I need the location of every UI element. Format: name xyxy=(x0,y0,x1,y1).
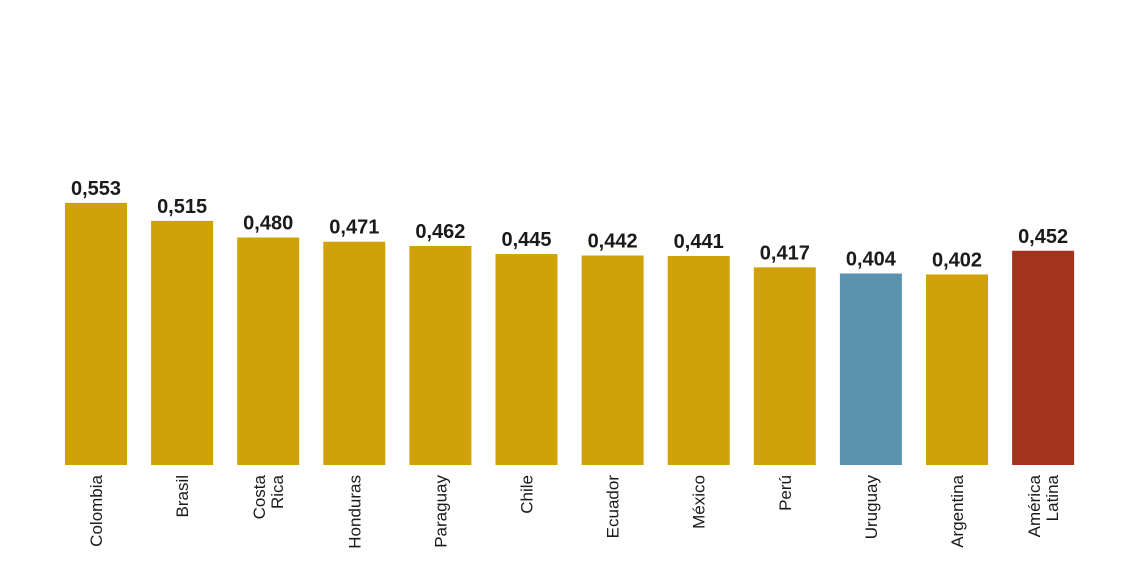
bar xyxy=(323,241,386,465)
category-label: Chile xyxy=(518,475,537,514)
value-label: 0,402 xyxy=(932,249,982,271)
category-label: Colombia xyxy=(87,474,106,546)
bar xyxy=(753,267,816,465)
category-label: AméricaLatina xyxy=(1025,474,1062,537)
category-label: Uruguay xyxy=(862,475,881,540)
bar xyxy=(151,220,214,465)
bar xyxy=(409,246,472,465)
value-label: 0,452 xyxy=(1018,226,1068,248)
bar xyxy=(65,202,127,466)
category-label: México xyxy=(690,475,709,529)
category-label: Honduras xyxy=(345,475,364,549)
bar xyxy=(237,237,300,465)
value-label: 0,441 xyxy=(674,231,724,253)
value-label: 0,515 xyxy=(157,196,207,218)
value-label: 0,471 xyxy=(329,217,379,239)
category-label: Perú xyxy=(776,475,795,511)
bar xyxy=(839,273,902,465)
value-label: 0,417 xyxy=(760,242,810,264)
value-label: 0,480 xyxy=(243,212,293,234)
bar xyxy=(926,274,988,465)
value-label: 0,442 xyxy=(588,230,638,252)
value-label: 0,445 xyxy=(501,229,551,251)
bar xyxy=(495,254,558,465)
category-label: Paraguay xyxy=(431,475,450,548)
category-label: Ecuador xyxy=(604,475,623,539)
category-label: Argentina xyxy=(948,474,967,547)
value-label: 0,462 xyxy=(415,221,465,243)
bar xyxy=(1012,250,1075,465)
value-label: 0,404 xyxy=(846,249,897,271)
category-label: CostaRica xyxy=(250,474,287,519)
value-label: 0,553 xyxy=(71,178,121,200)
bar xyxy=(667,255,730,465)
bar xyxy=(581,255,644,465)
category-label: Brasil xyxy=(173,475,192,518)
